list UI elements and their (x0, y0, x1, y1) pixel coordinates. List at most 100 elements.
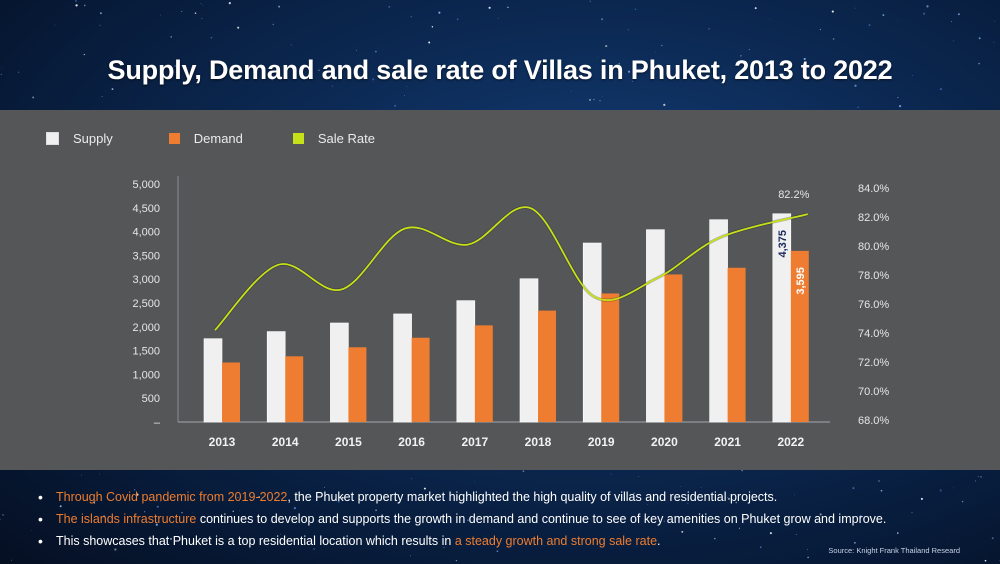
chart-legend: Supply Demand Sale Rate (46, 131, 411, 146)
star (897, 97, 899, 99)
demand-bar (348, 347, 367, 422)
star (638, 476, 639, 477)
legend-swatch-demand (168, 133, 180, 144)
left-axis-tick-label: 5,000 (132, 179, 160, 191)
star (953, 40, 955, 42)
star (978, 37, 981, 40)
demand-data-label: 3,595 (795, 267, 807, 295)
star (599, 100, 601, 102)
right-axis-tick-label: 80.0% (858, 241, 889, 253)
star (939, 489, 942, 492)
star (897, 20, 899, 22)
star (202, 4, 204, 6)
star (939, 88, 942, 91)
star (754, 7, 757, 10)
demand-bar (790, 250, 809, 422)
right-axis-tick-label: 72.0% (858, 357, 889, 369)
right-axis-tick-label: 84.0% (858, 183, 889, 195)
star (748, 49, 750, 51)
right-axis-tick-label: 70.0% (858, 386, 889, 398)
star (375, 50, 377, 53)
star (456, 18, 459, 21)
x-axis-label: 2019 (588, 435, 615, 449)
demand-bar (538, 310, 556, 422)
star (438, 11, 441, 14)
left-axis-tick-label: 500 (142, 393, 160, 405)
star (373, 16, 375, 18)
star (181, 11, 183, 12)
star (977, 475, 979, 477)
supply-bar (456, 300, 476, 423)
star (601, 18, 604, 21)
star (200, 3, 202, 4)
key-point: This showcases that Phuket is a top resi… (38, 530, 886, 552)
demand-bar (474, 325, 493, 422)
chart-panel (0, 110, 1000, 470)
legend-item-sale-rate: Sale Rate (292, 131, 375, 146)
star (410, 15, 413, 18)
source-note: Source: Knight Frank Thailand Researd (828, 546, 960, 555)
demand-bar (222, 362, 240, 422)
x-axis-label: 2018 (525, 435, 552, 449)
supply-bar (330, 322, 349, 423)
demand-bar (411, 337, 430, 422)
star (923, 12, 926, 15)
legend-label-sale-rate: Sale Rate (317, 131, 375, 146)
sale-rate-line (214, 206, 809, 331)
star (99, 473, 100, 475)
star (99, 12, 102, 15)
star (819, 28, 822, 31)
star (741, 470, 743, 472)
star (356, 49, 357, 51)
key-point-highlight: a steady growth and strong sale rate (454, 534, 658, 548)
bar-line-chart: – 500 1,000 1,500 2,000 2,500 3,000 3,500 4,000 4… (132, 176, 889, 449)
legend-label-demand: Demand (193, 131, 243, 146)
star (431, 25, 434, 28)
x-axis-label: 2015 (335, 435, 362, 449)
page-title: Supply, Demand and sale rate of Villas i… (107, 55, 893, 85)
star (768, 18, 770, 20)
star (84, 4, 86, 7)
right-axis-tick-label: 76.0% (858, 299, 889, 311)
key-point-text: This showcases that Phuket is a top resi… (56, 534, 455, 548)
star (522, 470, 525, 473)
x-axis-label: 2017 (461, 435, 488, 449)
right-axis-tick-label: 82.0% (858, 212, 889, 224)
supply-bar (709, 219, 728, 423)
star (984, 559, 987, 562)
star (605, 45, 608, 48)
star (201, 17, 203, 19)
key-points-list: Through Covid pandemic from 2019-2022, t… (38, 486, 886, 552)
legend-swatch-sale-rate (292, 133, 304, 144)
star (99, 24, 101, 26)
supply-bar (519, 278, 539, 423)
x-axis-label: 2022 (777, 435, 804, 449)
x-axis-label: 2021 (714, 435, 741, 449)
left-axis-tick-label: 1,500 (132, 346, 160, 358)
key-point: The islands infrastructure continues to … (38, 508, 886, 530)
star (455, 559, 458, 562)
star (602, 95, 603, 97)
left-axis-tick-label: 2,000 (132, 322, 160, 334)
star (101, 96, 103, 98)
left-axis-tick-label: 1,000 (132, 369, 160, 381)
supply-data-label: 4,375 (777, 230, 789, 258)
star (210, 36, 213, 39)
key-point-highlight: The islands infrastructure (56, 512, 197, 526)
right-axis-tick-label: 78.0% (858, 270, 889, 282)
star (570, 90, 572, 92)
left-axis-tick-label: 4,500 (132, 203, 160, 215)
x-axis-label: 2014 (272, 435, 299, 449)
legend-label-supply: Supply (73, 131, 113, 146)
star (54, 24, 56, 26)
right-axis-tick-label: 74.0% (858, 328, 889, 340)
star (898, 104, 902, 108)
star (159, 14, 161, 16)
demand-bar (664, 274, 683, 422)
star (975, 480, 976, 482)
star (2, 514, 4, 516)
star (857, 106, 860, 109)
star (951, 21, 952, 23)
supply-bar (646, 229, 665, 423)
legend-item-supply: Supply (46, 131, 113, 146)
